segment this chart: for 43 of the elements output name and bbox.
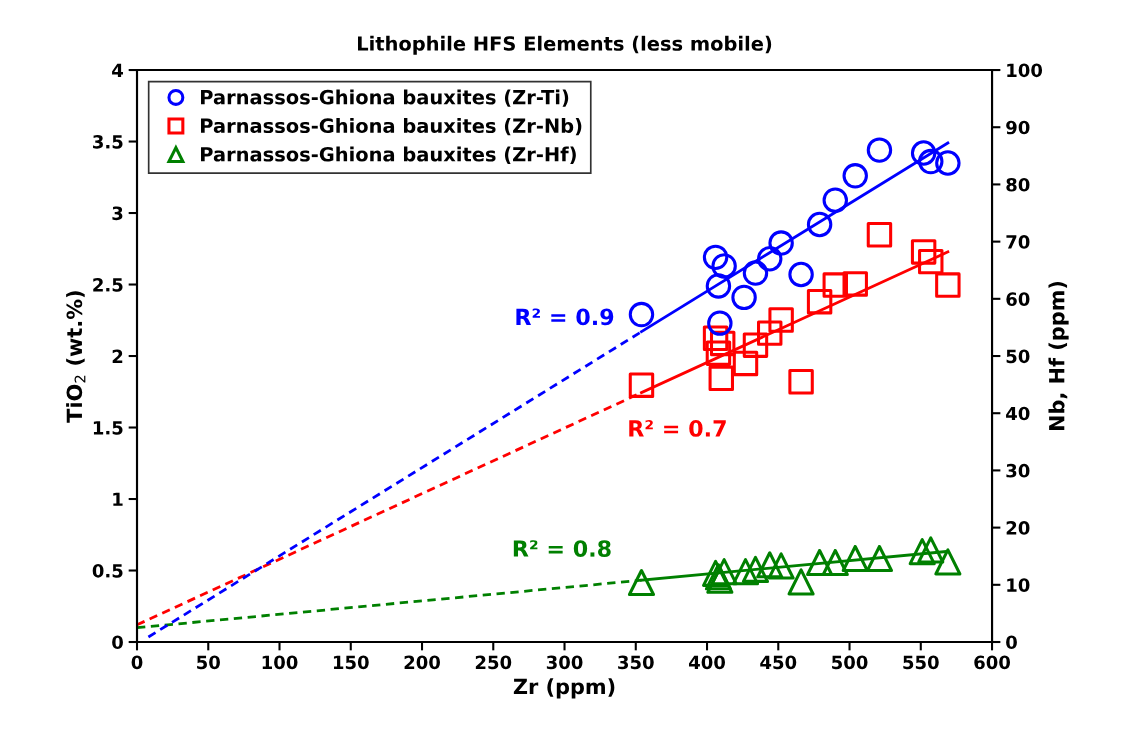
y2-tick-label: 80	[1006, 177, 1030, 192]
y-axis-title: TiO$_{2}$ (wt.%)	[66, 291, 86, 423]
x-tick-label: 550	[903, 655, 939, 670]
y-tick-label: 1	[113, 492, 123, 506]
y2-tick-label: 70	[1006, 235, 1030, 249]
series-label: R² = 0.8	[513, 540, 611, 557]
y2-tick-label: 0	[1006, 635, 1017, 650]
y2-tick-label: 30	[1006, 463, 1030, 478]
y-tick-label: 2	[112, 349, 123, 363]
legend-label: Parnassos-Ghiona bauxites (Zr-Ti)	[201, 89, 569, 107]
y-tick-label: 4	[112, 63, 123, 77]
y-tick-label: 3.5	[93, 134, 123, 149]
y2-tick-label: 10	[1007, 578, 1030, 592]
legend-label: Parnassos-Ghiona bauxites (Zr-Hf)	[201, 146, 576, 164]
legend-label: Parnassos-Ghiona bauxites (Zr-Nb)	[201, 118, 582, 136]
y-tick-label: 0	[112, 635, 123, 650]
y2-tick-label: 20	[1006, 521, 1030, 535]
x-tick-label: 200	[404, 655, 440, 670]
series-label: R² = 0.7	[629, 420, 726, 437]
x-tick-label: 100	[262, 655, 298, 670]
x-tick-label: 0	[131, 655, 143, 670]
x-tick-label: 400	[688, 655, 726, 670]
y2-tick-label: 40	[1006, 406, 1030, 421]
x-tick-label: 600	[974, 655, 1011, 670]
x-tick-label: 500	[832, 655, 868, 670]
y2-tick-label: 90	[1006, 120, 1030, 135]
x-axis-title: Zr (ppm)	[513, 678, 615, 699]
x-tick-label: 450	[760, 655, 797, 670]
y-tick-label: 1.5	[93, 421, 123, 435]
y-tick-label: 0.5	[92, 563, 123, 578]
x-tick-label: 300	[546, 655, 583, 670]
x-tick-label: 150	[333, 655, 369, 670]
chart-title: Lithophile HFS Elements (less mobile)	[358, 35, 772, 55]
series-label: R² = 0.9	[516, 308, 614, 326]
y2-tick-label: 50	[1006, 349, 1030, 364]
y2-tick-label: 60	[1006, 292, 1030, 306]
x-tick-label: 250	[475, 655, 512, 670]
y-tick-label: 3	[112, 206, 123, 221]
y2-axis-title: Nb, Hf (ppm)	[1048, 281, 1069, 431]
x-tick-label: 50	[197, 655, 220, 670]
x-tick-label: 350	[618, 655, 654, 670]
y2-tick-label: 100	[1007, 63, 1043, 78]
y-tick-label: 2.5	[93, 277, 123, 292]
